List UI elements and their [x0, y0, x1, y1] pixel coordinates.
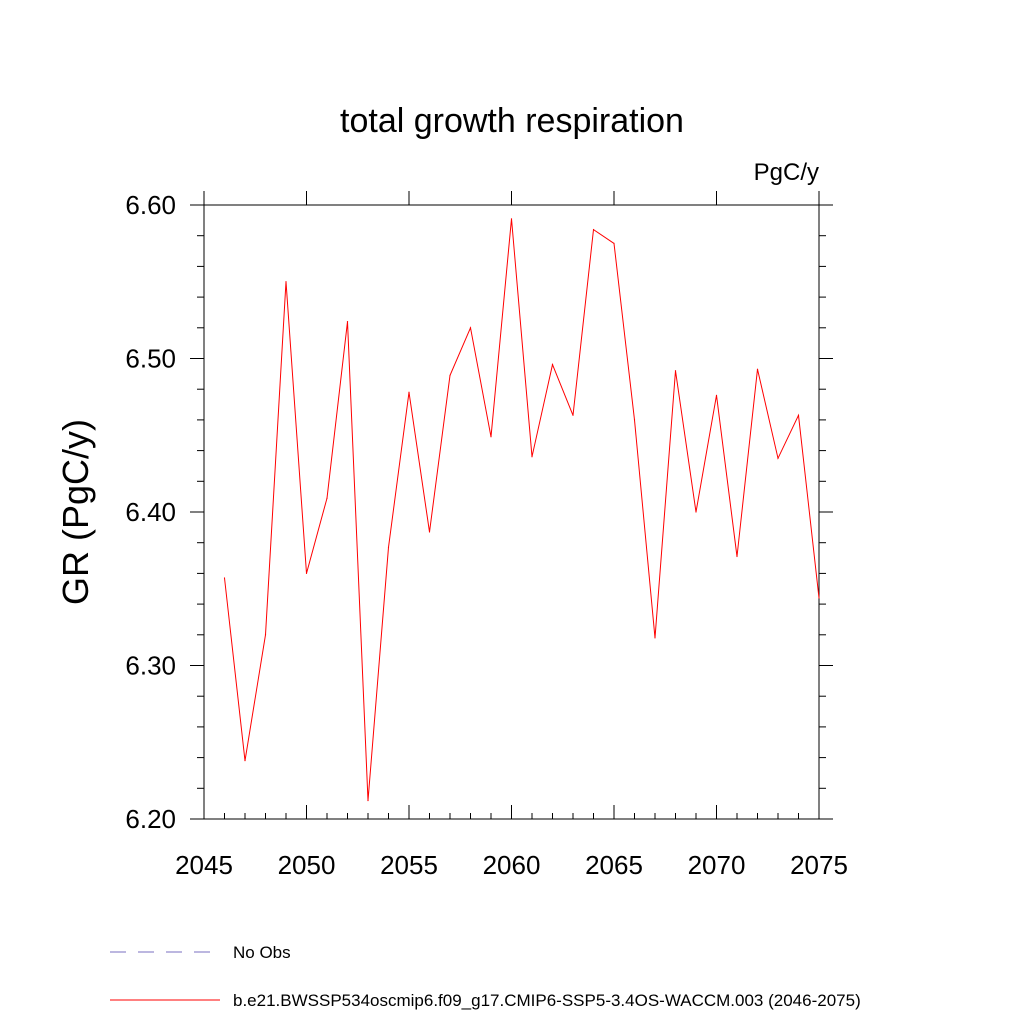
- data-point: [428, 531, 431, 533]
- legend-label-no-obs: No Obs: [233, 943, 291, 962]
- x-tick-label: 2045: [175, 850, 233, 880]
- legend: No Obs b.e21.BWSSP534oscmip6.f09_g17.CMI…: [110, 943, 861, 1010]
- series-line: [224, 218, 820, 801]
- y-tick-label: 6.40: [125, 497, 176, 527]
- series-layer: [223, 218, 820, 802]
- x-tick-label: 2050: [278, 850, 336, 880]
- data-point: [736, 555, 738, 558]
- data-point: [551, 364, 554, 366]
- y-tick-label: 6.50: [125, 344, 176, 374]
- data-point: [305, 572, 308, 575]
- y-tick-label: 6.30: [125, 651, 176, 681]
- data-point: [695, 511, 697, 513]
- data-point: [367, 799, 369, 802]
- data-point: [756, 368, 759, 370]
- legend-label-model-run: b.e21.BWSSP534oscmip6.f09_g17.CMIP6-SSP5…: [233, 991, 861, 1010]
- chart-title: total growth respiration: [340, 102, 684, 140]
- y-axis-title: GR (PgC/y): [55, 419, 96, 605]
- x-tick-label: 2060: [483, 850, 541, 880]
- data-point: [818, 597, 820, 599]
- data-point: [654, 637, 656, 639]
- axis-ticks: [190, 191, 833, 820]
- data-point: [244, 760, 246, 762]
- y-tick-label: 6.20: [125, 804, 176, 834]
- y-tick-label: 6.60: [125, 190, 176, 220]
- data-point: [285, 281, 287, 283]
- data-point: [449, 374, 451, 376]
- data-point: [572, 414, 574, 416]
- data-point: [223, 577, 226, 579]
- data-point: [613, 242, 615, 244]
- data-point: [715, 394, 718, 396]
- x-tick-label: 2055: [380, 850, 438, 880]
- data-point: [674, 370, 677, 372]
- data-point: [797, 414, 800, 416]
- plot-frame: [203, 204, 820, 820]
- x-tick-label: 2070: [688, 850, 746, 880]
- data-point: [531, 456, 533, 458]
- data-point: [387, 546, 390, 548]
- data-point: [777, 457, 779, 459]
- x-tick-label: 2065: [585, 850, 643, 880]
- data-point: [592, 228, 595, 231]
- units-label: PgC/y: [754, 159, 819, 186]
- data-point: [469, 327, 472, 329]
- axis-tick-labels: 2045 2050 2055 2060 2065 2070 2075 6.20 6.30 6.40…: [125, 190, 848, 880]
- data-point: [408, 391, 410, 393]
- data-point: [633, 419, 636, 421]
- x-tick-label: 2075: [790, 850, 848, 880]
- data-point: [326, 497, 328, 499]
- data-point: [510, 218, 513, 220]
- data-point: [490, 436, 492, 438]
- data-point: [346, 321, 349, 323]
- data-point: [264, 634, 267, 636]
